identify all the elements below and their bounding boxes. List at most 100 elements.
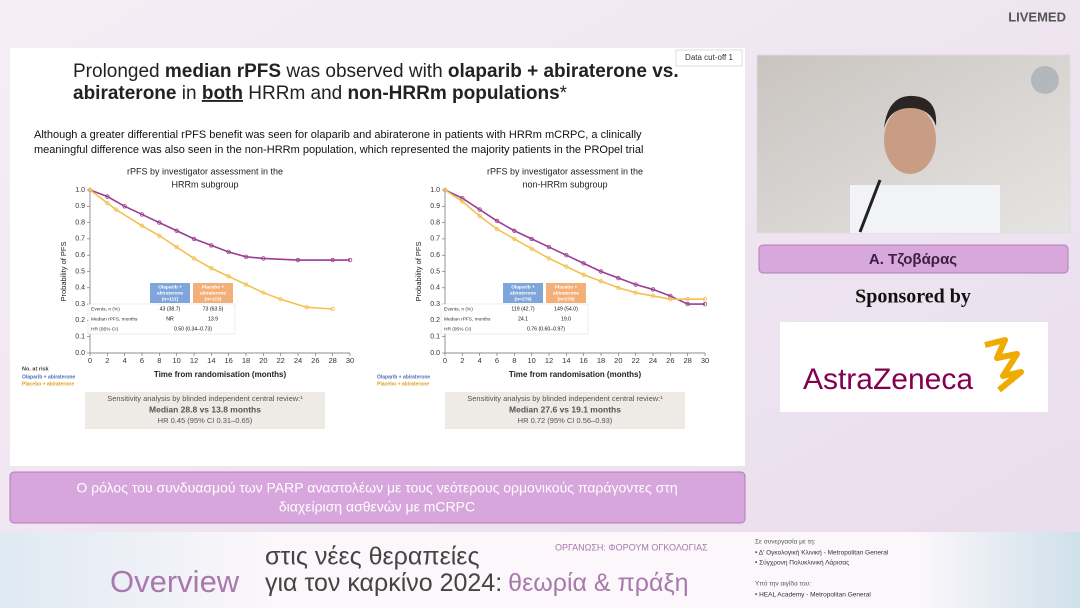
y-tick-label: 0.9	[75, 203, 85, 210]
aegis-title: Υπό την αιγίδα του:	[755, 580, 811, 588]
table-cell: NR	[166, 316, 174, 322]
censor-mark	[347, 257, 353, 263]
sponsored-by: Sponsored by	[855, 286, 971, 308]
sponsor-mark	[984, 337, 1024, 393]
slide-title: Prolonged median rPFS was observed with …	[73, 61, 679, 82]
caption-text: διαχείριση ασθενών με mCRPC	[279, 499, 475, 515]
censor-mark	[226, 274, 231, 279]
survival-curve	[89, 189, 333, 310]
speaker-hair	[884, 95, 937, 128]
table-cell: 13.9	[208, 316, 218, 322]
table-row-label: Median rPFS, months	[91, 316, 138, 322]
table-row-label: Events, n (%)	[444, 306, 473, 312]
y-tick-label: 0.2	[75, 317, 85, 324]
table-row-label: Median rPFS, months	[444, 316, 491, 322]
table-body	[440, 303, 589, 335]
x-tick-label: 6	[495, 356, 499, 365]
microphone	[858, 179, 882, 233]
censor-mark	[174, 228, 179, 233]
censor-mark	[616, 275, 621, 281]
title-segment: *	[560, 83, 568, 104]
x-tick-label: 20	[614, 356, 622, 365]
y-tick-label: 0.4	[75, 285, 85, 292]
table-header: (n=276)	[558, 296, 575, 302]
table-cell: 149 (54.0)	[554, 306, 578, 312]
censor-mark	[546, 256, 552, 261]
x-tick-label: 10	[172, 356, 180, 365]
sensitivity-text: HR 0.45 (95% CI 0.31–0.65)	[158, 416, 253, 425]
censor-mark	[633, 290, 638, 295]
survival-curve	[89, 189, 350, 261]
censor-mark	[581, 261, 586, 266]
name-bar	[758, 244, 1069, 274]
x-axis-label: Time from randomisation (months)	[154, 370, 287, 379]
table-header: (n=279)	[515, 296, 532, 302]
sensitivity-box	[85, 392, 325, 429]
partners-title: Σε συνεργασία με τη:	[755, 538, 816, 546]
survival-curve	[444, 189, 705, 301]
table-header: (n=111)	[162, 296, 179, 302]
y-tick-label: 0.3	[75, 301, 85, 308]
y-tick-label: 0.8	[75, 219, 85, 226]
y-tick-label: 0.3	[430, 301, 440, 308]
censor-mark	[243, 282, 249, 287]
x-tick-label: 6	[140, 356, 144, 365]
slide-subtitle: Although a greater differential rPFS ben…	[34, 129, 642, 141]
x-tick-label: 22	[631, 356, 639, 365]
risk-row-label: Olaparib + abiraterone	[22, 374, 75, 380]
censor-mark	[564, 264, 569, 269]
x-tick-label: 4	[478, 356, 482, 365]
x-tick-label: 24	[649, 356, 657, 365]
x-tick-label: 24	[294, 356, 302, 365]
censor-mark	[650, 287, 656, 292]
censor-mark	[174, 244, 179, 250]
y-tick-label: 0.8	[430, 219, 440, 226]
title-segment: in	[176, 83, 201, 104]
chart-title: HRRm subgroup	[171, 179, 238, 189]
table-cell: 73 (63.5)	[203, 306, 224, 312]
table-cell: 24.1	[518, 316, 528, 322]
censor-mark	[702, 301, 708, 307]
caption-box	[9, 471, 746, 524]
x-tick-label: 16	[224, 356, 232, 365]
sensitivity-text: HR 0.72 (95% CI 0.56–0.93)	[518, 416, 613, 425]
y-tick-label: 0.7	[430, 236, 440, 243]
risk-row-label: Olaparib + abiraterone	[377, 374, 430, 380]
x-tick-label: 12	[190, 356, 198, 365]
censor-mark	[529, 246, 534, 251]
censor-mark	[546, 244, 552, 250]
table-header: abiraterone	[157, 290, 183, 296]
y-tick-label: 0.6	[75, 252, 85, 259]
sensitivity-box	[445, 392, 685, 429]
censor-mark	[226, 249, 231, 255]
table-cell: 43 (38.7)	[160, 306, 181, 312]
censor-mark	[87, 187, 93, 193]
censor-mark	[261, 290, 266, 295]
sponsor-logo: AstraZeneca	[803, 363, 973, 396]
x-tick-label: 8	[157, 356, 161, 365]
x-axis-label: Time from randomisation (months)	[509, 370, 642, 379]
y-tick-label: 0.5	[430, 268, 440, 275]
video-prop	[1031, 66, 1059, 94]
table-cell: 0.76 (0.60–0.97)	[527, 326, 565, 332]
censor-mark	[650, 293, 656, 299]
censor-mark	[512, 236, 517, 242]
data-cutoff-tag: Data cut-off 1	[685, 53, 733, 62]
table-header-cell	[193, 283, 233, 303]
table-cell: 0.50 (0.34–0.73)	[174, 326, 212, 332]
table-header: abiraterone	[200, 290, 226, 296]
aegis: • HEAL Academy - Metropolitan General	[755, 592, 871, 599]
censor-mark	[330, 306, 335, 312]
x-tick-label: 2	[460, 356, 464, 365]
banner-overview: Overview	[110, 564, 240, 599]
table-header-cell	[503, 283, 543, 303]
censor-mark	[512, 228, 517, 233]
title-segment: Prolonged	[73, 61, 165, 82]
y-tick-label: 0.1	[75, 334, 85, 341]
x-tick-label: 20	[259, 356, 267, 365]
chart-title: rPFS by investigator assessment in the	[127, 166, 283, 176]
title-segment: was observed with	[281, 61, 448, 82]
x-tick-label: 16	[579, 356, 587, 365]
censor-mark	[157, 220, 162, 225]
